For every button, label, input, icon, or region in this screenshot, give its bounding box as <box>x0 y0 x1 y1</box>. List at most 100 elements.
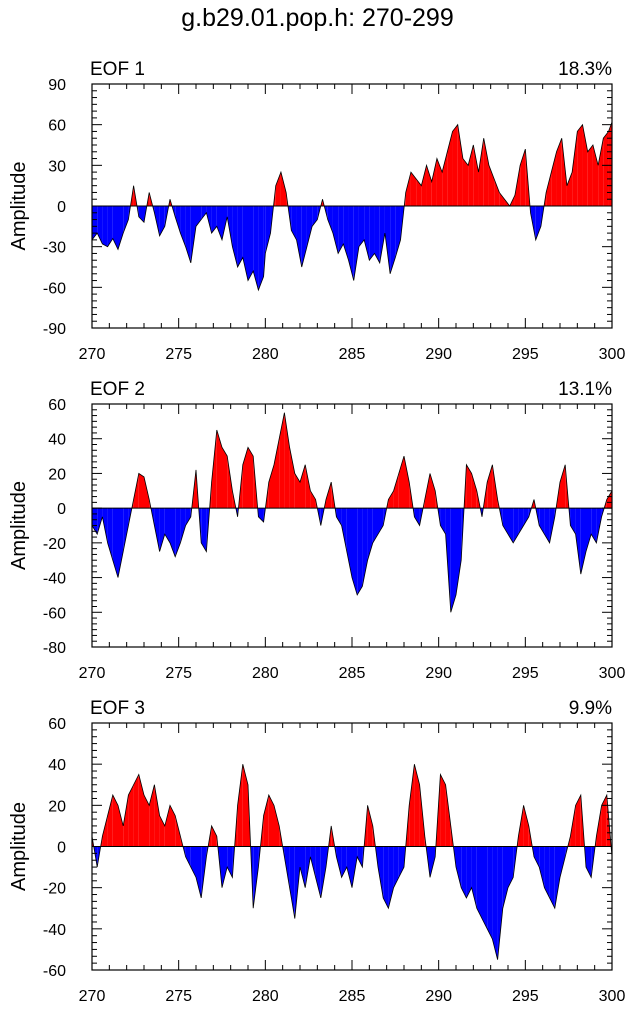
negative-area-segment <box>227 846 233 878</box>
y-tick-label: -40 <box>43 922 66 939</box>
positive-area-segment <box>107 795 113 847</box>
negative-area-segment <box>201 508 207 552</box>
negative-area-segment <box>227 206 233 247</box>
y-axis-label: Amplitude <box>8 481 30 570</box>
negative-area-segment <box>580 508 586 575</box>
positive-area-segment <box>289 447 295 509</box>
negative-area-segment <box>301 206 307 267</box>
variance-label: 9.9% <box>569 698 612 719</box>
negative-area-segment <box>534 846 540 868</box>
positive-area-segment <box>211 825 217 847</box>
negative-area-segment <box>336 846 342 878</box>
positive-area-segment <box>462 158 469 206</box>
negative-area-segment <box>393 846 399 888</box>
y-axis-label: Amplitude <box>8 802 30 891</box>
positive-area-segment <box>268 464 274 509</box>
negative-area-segment <box>206 206 212 234</box>
negative-area-segment <box>591 508 597 543</box>
y-tick-label: 40 <box>48 757 66 774</box>
negative-area-segment <box>185 846 191 868</box>
positive-area-segment <box>587 145 593 206</box>
positive-area-segment <box>577 124 583 206</box>
negative-area-segment <box>364 206 370 261</box>
positive-area-segment <box>487 464 493 509</box>
negative-area-segment <box>492 846 498 960</box>
negative-area-segment <box>414 508 420 526</box>
negative-area-segment <box>315 846 321 898</box>
negative-area-segment <box>253 846 259 909</box>
x-tick-label: 275 <box>165 988 192 1005</box>
y-tick-label: -60 <box>43 963 66 980</box>
y-tick-label: 0 <box>57 199 66 216</box>
x-tick-label: 270 <box>79 988 106 1005</box>
negative-area-segment <box>353 206 359 281</box>
negative-area-segment <box>190 846 196 878</box>
negative-area-segment <box>471 846 477 909</box>
positive-area-segment <box>445 784 451 847</box>
eof-panel-3: 270 275 280 285 290 295 300 -60 -40 -20 0 20 40 60 Amp… <box>8 698 625 1005</box>
negative-area-segment <box>341 508 347 552</box>
y-tick-label: 0 <box>57 501 66 518</box>
negative-area-segment <box>430 846 436 878</box>
negative-area-segment <box>170 508 176 557</box>
negative-area-segment <box>395 206 401 258</box>
positive-area-segment <box>284 412 290 509</box>
positive-area-segment <box>144 795 150 847</box>
y-tick-label: -20 <box>43 881 66 898</box>
positive-area-segment <box>310 490 316 509</box>
positive-area-segment <box>398 456 404 509</box>
negative-area-segment <box>539 846 545 888</box>
negative-area-segment <box>289 846 295 919</box>
negative-area-segment <box>338 206 344 254</box>
y-tick-label: 20 <box>48 798 66 815</box>
eof-panel-2: 270 275 280 285 290 295 300 -80 -60 -40 -20 0 20 40 60… <box>8 379 625 682</box>
positive-area-segment <box>518 805 524 847</box>
positive-area-segment <box>211 430 217 509</box>
positive-area-segment <box>473 145 479 206</box>
positive-area-segment <box>305 464 311 509</box>
negative-area-segment <box>291 206 297 240</box>
negative-area-segment <box>390 206 396 274</box>
x-tick-label: 300 <box>599 988 626 1005</box>
negative-area-segment <box>352 846 358 888</box>
negative-area-segment <box>211 206 217 234</box>
eof-panel-1: 270 275 280 285 290 295 300 -90 -60 -30 0 30 60 90 Amp… <box>8 59 625 363</box>
y-tick-label: -60 <box>43 605 66 622</box>
x-tick-label: 275 <box>165 346 192 363</box>
negative-area-segment <box>348 206 354 281</box>
positive-area-segment <box>561 138 567 206</box>
positive-area-segment <box>405 172 411 206</box>
negative-area-segment <box>456 846 462 888</box>
negative-area-segment <box>482 846 488 929</box>
x-tick-label: 285 <box>339 665 366 682</box>
positive-area-segment <box>430 473 436 509</box>
negative-area-segment <box>327 206 333 234</box>
negative-area-segment <box>575 508 581 575</box>
positive-area-segment <box>409 764 415 847</box>
positive-area-segment <box>393 473 399 509</box>
y-tick-label: 30 <box>48 158 66 175</box>
positive-area-segment <box>102 815 108 847</box>
positive-area-segment <box>164 805 170 847</box>
x-tick-label: 285 <box>339 346 366 363</box>
panel-label: EOF 2 <box>90 379 145 400</box>
x-tick-label: 290 <box>425 665 452 682</box>
negative-area-segment <box>544 846 550 898</box>
negative-area-segment <box>294 846 300 919</box>
negative-area-segment <box>358 206 365 247</box>
y-tick-label: 60 <box>48 397 66 414</box>
positive-area-segment <box>144 476 150 509</box>
y-tick-label: 20 <box>48 466 66 483</box>
negative-area-segment <box>97 508 103 535</box>
negative-area-segment <box>248 206 254 281</box>
positive-area-segment <box>431 158 437 206</box>
positive-area-segment <box>572 131 578 206</box>
y-tick-label: 90 <box>48 77 66 94</box>
negative-area-segment <box>378 508 384 535</box>
negative-area-segment <box>107 206 113 247</box>
positive-area-segment <box>118 805 124 847</box>
negative-area-segment <box>253 206 259 291</box>
negative-area-segment <box>502 846 508 909</box>
positive-area-segment <box>546 172 552 206</box>
positive-area-segment <box>268 795 274 847</box>
